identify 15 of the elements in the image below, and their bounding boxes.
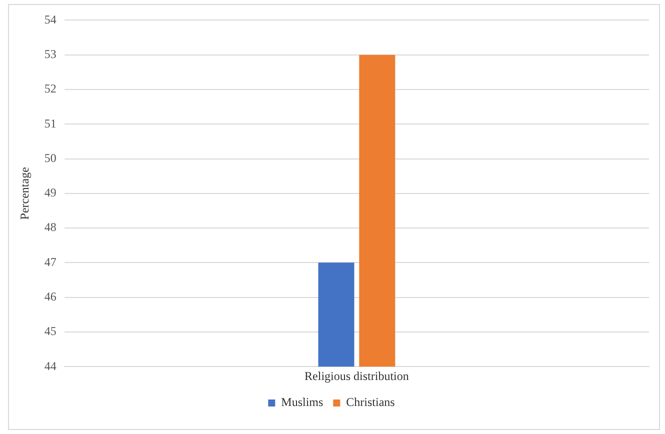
y-tick-label: 53 bbox=[44, 46, 56, 61]
y-tick-label: 50 bbox=[44, 150, 56, 165]
y-tick-label: 52 bbox=[44, 82, 56, 96]
y-tick-label: 46 bbox=[44, 289, 56, 304]
y-tick-label: 47 bbox=[44, 254, 56, 269]
y-tick-label: 45 bbox=[44, 324, 56, 338]
y-tick-label: 44 bbox=[44, 358, 56, 373]
legend-label: Muslims bbox=[281, 395, 324, 410]
y-axis-title: Percentage bbox=[17, 167, 32, 220]
legend-label: Christians bbox=[346, 395, 396, 410]
y-tick-label: 51 bbox=[44, 116, 56, 130]
y-tick-label: 48 bbox=[44, 220, 56, 234]
y-tick-label: 54 bbox=[44, 12, 56, 26]
x-tick-label: Religious distribution bbox=[304, 368, 409, 383]
y-tick-label: 49 bbox=[44, 186, 56, 200]
